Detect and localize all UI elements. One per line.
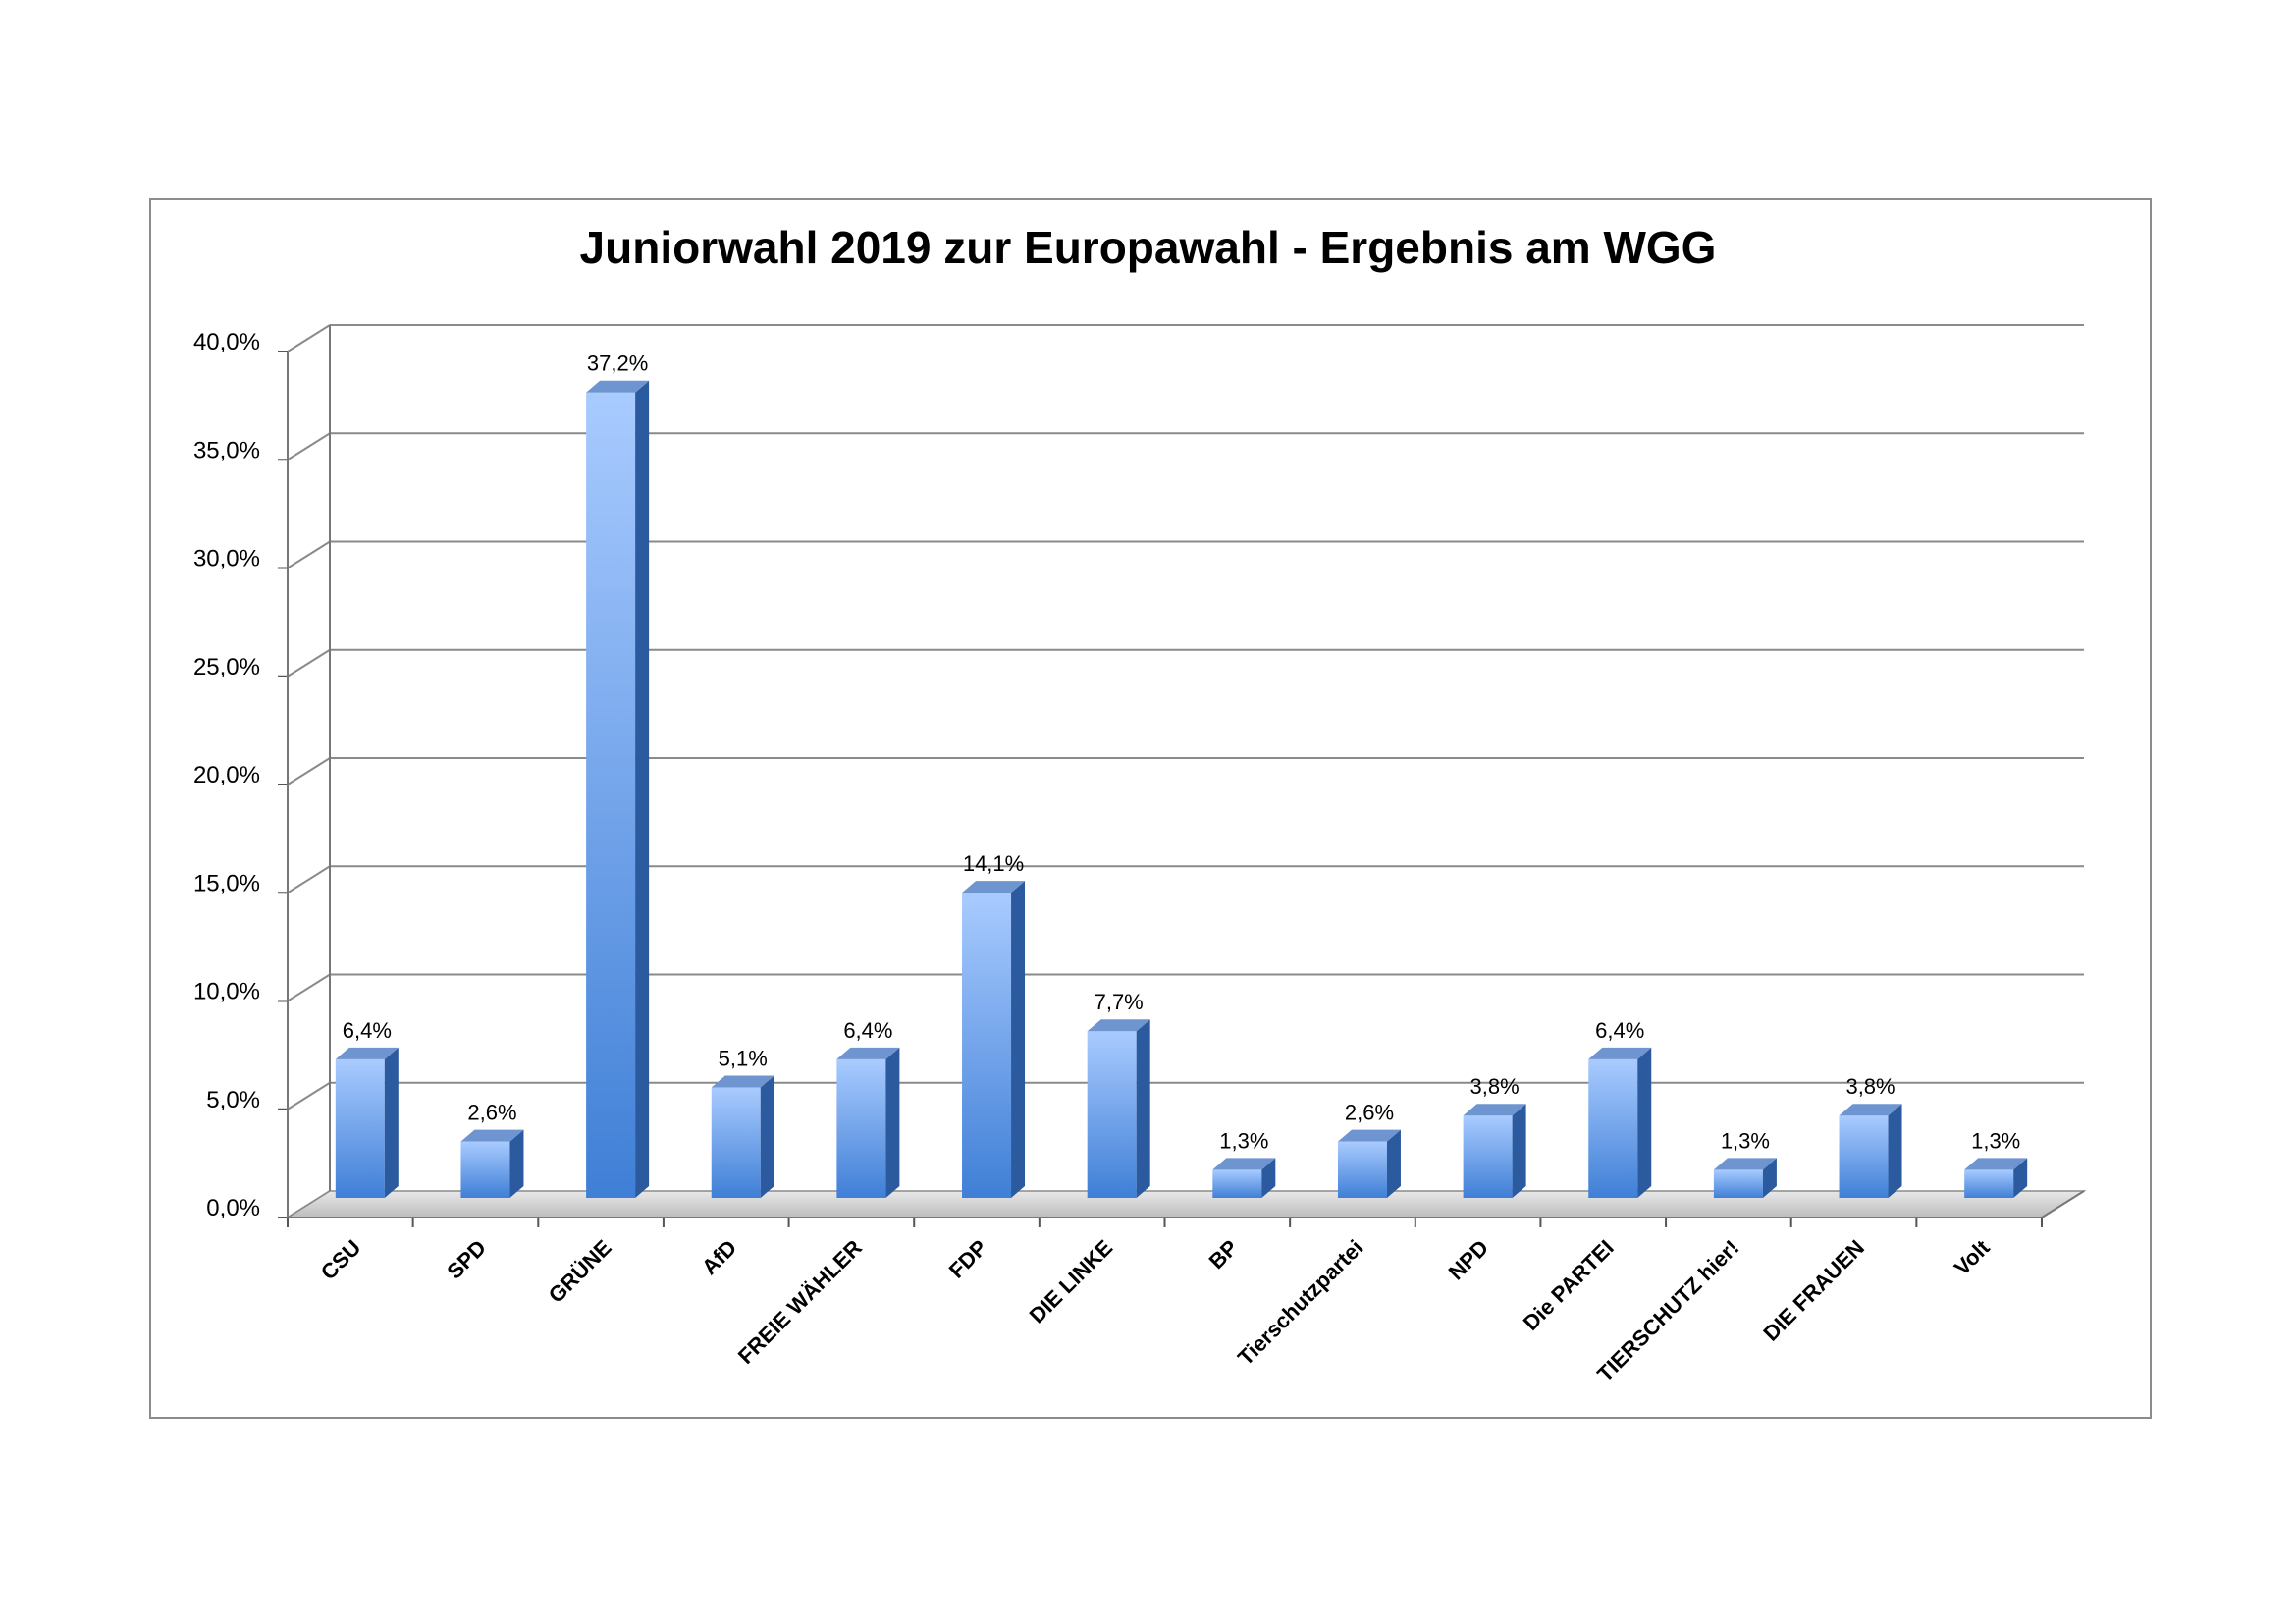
data-label: 6,4% <box>1595 1018 1644 1043</box>
bar-side <box>384 1047 399 1198</box>
bar <box>1337 1141 1387 1198</box>
bar-top <box>335 1047 399 1059</box>
gridline-depth <box>287 1081 331 1110</box>
gridline-depth <box>287 324 331 352</box>
axis-layer: 0,0% 5,0% 10,0% 15,0% 20,0% 25,0% 30,0% 35,0% 40… <box>193 325 2085 1227</box>
x-tick-label: DIE LINKE <box>1025 1235 1118 1328</box>
bar-top <box>586 380 650 393</box>
gridline-depth <box>287 540 331 569</box>
y-tick-label: 10,0% <box>193 979 260 1005</box>
x-tick-label: SPD <box>442 1235 491 1284</box>
bar-top <box>1713 1158 1777 1170</box>
bar-top <box>1337 1129 1401 1142</box>
gridline-depth <box>287 432 331 461</box>
x-tick-label: Tierschutzpartei <box>1233 1235 1368 1371</box>
bar-top <box>1588 1047 1652 1059</box>
y-tick-label: 0,0% <box>206 1195 260 1221</box>
x-tick-label: FDP <box>944 1235 992 1283</box>
bar-top <box>962 881 1026 893</box>
data-label: 1,3% <box>1721 1128 1770 1153</box>
bar-side <box>1136 1019 1150 1198</box>
bar <box>460 1141 510 1198</box>
chart-floor <box>285 1190 2087 1218</box>
bar <box>1839 1115 1889 1198</box>
bar-top <box>1839 1104 1902 1116</box>
gridline-depth <box>287 865 331 894</box>
chart-title: Juniorwahl 2019 zur Europawahl - Ergebni… <box>579 222 1717 273</box>
data-label: 1,3% <box>1971 1128 2020 1153</box>
data-label: 5,1% <box>719 1047 768 1071</box>
bar <box>1463 1115 1513 1198</box>
bar-layer <box>335 380 2028 1198</box>
data-label: 2,6% <box>1345 1101 1394 1125</box>
bar-top <box>1212 1158 1276 1170</box>
bar-side <box>2013 1158 2028 1198</box>
x-tick-label: FREIE WÄHLER <box>733 1235 867 1369</box>
bar-top <box>460 1129 524 1142</box>
y-tick-label: 35,0% <box>193 437 260 463</box>
data-label: 2,6% <box>467 1101 516 1125</box>
y-tick-label: 5,0% <box>206 1087 260 1113</box>
bar <box>586 392 636 1198</box>
bar <box>1588 1058 1638 1198</box>
bar-top <box>711 1075 774 1088</box>
x-tick-label: Volt <box>1949 1234 1995 1279</box>
bar <box>1212 1169 1262 1198</box>
bar <box>1087 1031 1137 1198</box>
y-tick-label: 15,0% <box>193 870 260 896</box>
data-label: 14,1% <box>963 851 1024 876</box>
bar-top <box>1463 1104 1526 1116</box>
y-tick-label: 25,0% <box>193 654 260 680</box>
bar <box>711 1087 761 1198</box>
bar-side <box>635 380 650 1198</box>
label-layer: 6,4% CSU 2,6% SPD 37,2% GRÜNE 5,1% AfD 6,4% FREIE… <box>316 352 2020 1386</box>
y-tick-label: 20,0% <box>193 762 260 788</box>
bar <box>335 1058 385 1198</box>
bar <box>962 893 1012 1198</box>
x-tick-label: Die PARTEI <box>1519 1235 1619 1335</box>
bar <box>836 1058 886 1198</box>
bar-side <box>760 1075 774 1198</box>
chart-floor-plane <box>285 1190 2087 1218</box>
data-label: 37,2% <box>587 352 648 376</box>
grid-layer <box>287 324 2084 1218</box>
x-tick-label: GRÜNE <box>544 1235 616 1308</box>
bar-side <box>1261 1158 1276 1198</box>
x-tick-label: NPD <box>1444 1235 1494 1285</box>
bar-side <box>509 1129 524 1198</box>
bar-top <box>1087 1019 1150 1032</box>
gridline-depth <box>287 648 331 677</box>
bar-side <box>1762 1158 1777 1198</box>
bar-side <box>1011 881 1026 1198</box>
y-tick-label: 40,0% <box>193 329 260 355</box>
y-tick-label: 30,0% <box>193 546 260 572</box>
x-axis-end-line <box>2041 1190 2085 1218</box>
bar-side <box>885 1047 900 1198</box>
x-tick-label: DIE FRAUEN <box>1758 1235 1869 1346</box>
x-tick-label: BP <box>1204 1235 1243 1273</box>
bar-side <box>1637 1047 1652 1198</box>
data-label: 6,4% <box>343 1018 392 1043</box>
data-label: 3,8% <box>1470 1074 1520 1099</box>
bar-top <box>1964 1158 2028 1170</box>
data-label: 1,3% <box>1219 1128 1268 1153</box>
gridline-depth <box>287 973 331 1002</box>
x-tick-label: AfD <box>697 1235 741 1279</box>
bar <box>1713 1169 1763 1198</box>
bar-side <box>1386 1129 1401 1198</box>
bar <box>1964 1169 2014 1198</box>
data-label: 3,8% <box>1845 1074 1895 1099</box>
bar-top <box>836 1047 900 1059</box>
data-label: 6,4% <box>843 1018 892 1043</box>
bar-side <box>1512 1104 1526 1198</box>
x-tick-label: TIERSCHUTZ hier! <box>1592 1235 1743 1386</box>
x-tick-label: CSU <box>316 1235 366 1285</box>
data-label: 7,7% <box>1095 990 1144 1014</box>
bar-side <box>1888 1104 1902 1198</box>
gridline-depth <box>287 757 331 785</box>
